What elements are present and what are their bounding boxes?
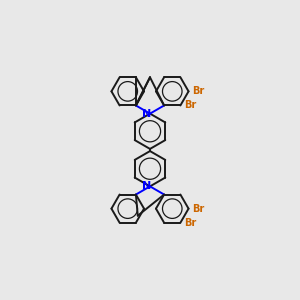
Text: Br: Br — [184, 100, 197, 110]
Text: N: N — [142, 182, 152, 191]
Text: N: N — [142, 109, 152, 118]
Text: Br: Br — [184, 218, 197, 228]
Text: Br: Br — [193, 86, 205, 96]
Text: Br: Br — [193, 204, 205, 214]
